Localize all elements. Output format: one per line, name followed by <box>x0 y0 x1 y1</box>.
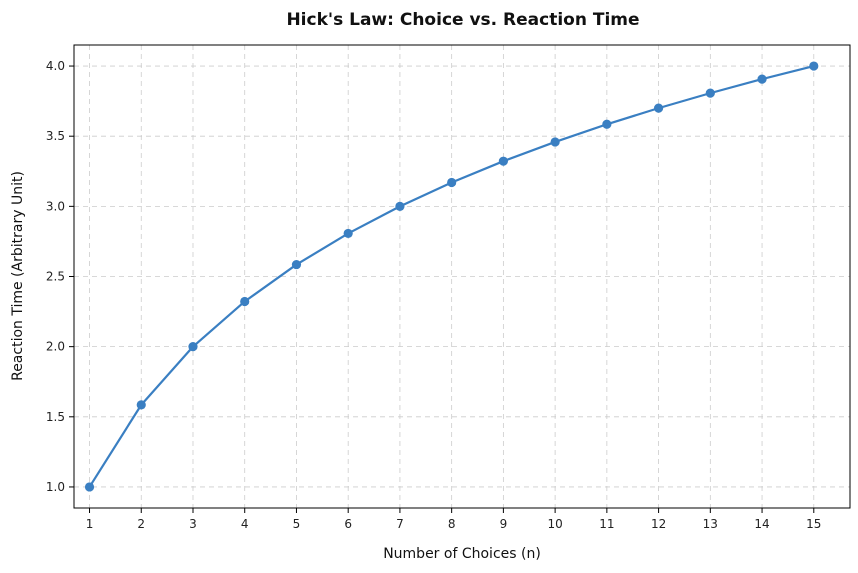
x-tick-label: 8 <box>448 517 456 531</box>
x-tick-label: 1 <box>86 517 94 531</box>
data-point <box>757 74 767 84</box>
y-tick-label: 4.0 <box>46 59 65 73</box>
data-point <box>653 103 664 113</box>
y-tick-label: 2.5 <box>46 270 65 284</box>
y-tick-label: 3.0 <box>46 199 65 213</box>
x-tick-label: 3 <box>189 517 197 531</box>
data-point <box>809 61 819 71</box>
grid <box>74 45 850 508</box>
data-point <box>498 156 508 166</box>
x-tick-label: 14 <box>754 517 769 531</box>
x-tick-label: 13 <box>703 517 718 531</box>
y-tick-label: 2.0 <box>46 340 65 354</box>
data-point <box>136 400 146 410</box>
x-tick-label: 5 <box>293 517 301 531</box>
x-tick-label: 11 <box>599 517 614 531</box>
x-tick-label: 10 <box>547 517 562 531</box>
x-axis: 1 2 3 4 5 6 7 8 9 10 11 12 13 14 15 <box>86 508 821 531</box>
data-point <box>395 201 405 211</box>
x-tick-label: 4 <box>241 517 249 531</box>
y-axis: 1.0 1.5 2.0 2.5 3.0 3.5 4.0 <box>46 59 74 494</box>
data-point <box>188 342 198 352</box>
y-tick-label: 1.5 <box>46 410 65 424</box>
x-tick-label: 2 <box>137 517 145 531</box>
x-tick-label: 9 <box>500 517 508 531</box>
y-axis-label: Reaction Time (Arbitrary Unit) <box>10 171 26 381</box>
data-point <box>240 296 250 307</box>
data-point <box>602 119 612 129</box>
y-tick-label: 1.0 <box>46 480 65 494</box>
data-point <box>705 88 715 98</box>
x-tick-label: 7 <box>396 517 404 531</box>
data-point <box>550 137 560 147</box>
y-tick-label: 3.5 <box>46 129 65 143</box>
x-axis-label: Number of Choices (n) <box>383 546 541 562</box>
x-tick-label: 12 <box>651 517 666 531</box>
data-point <box>84 482 95 492</box>
x-tick-label: 6 <box>344 517 352 531</box>
chart-title: Hick's Law: Choice vs. Reaction Time <box>286 10 639 30</box>
data-point <box>343 228 353 239</box>
x-tick-label: 15 <box>806 517 821 531</box>
data-point <box>291 259 302 270</box>
data-point <box>447 177 457 188</box>
series-group <box>84 61 819 492</box>
